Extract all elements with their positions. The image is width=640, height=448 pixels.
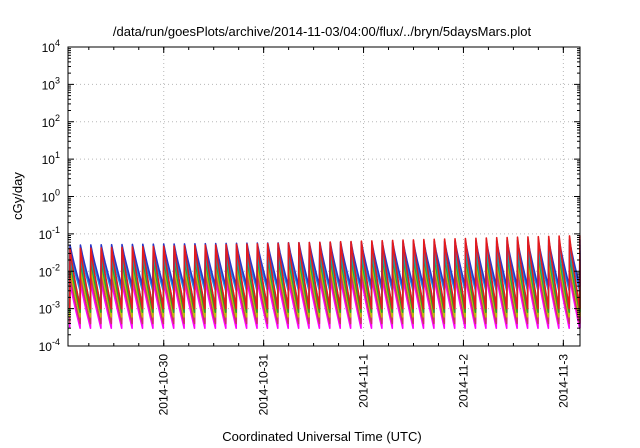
y-tick-label: 103 [42,75,60,92]
series-line [68,267,581,325]
y-tick-label: 102 [42,113,60,130]
y-axis: 10-4 10-3 10-2 10-1 100 101 102 103 104 [39,38,580,354]
x-tick-label: 2014-10-31 [257,354,271,416]
y-tick-label: 104 [42,38,60,55]
y-tick-label: 10-3 [39,300,60,317]
y-tick-label: 10-4 [39,337,60,354]
y-tick-label: 100 [42,188,60,205]
y-axis-label: cGy/day [10,172,25,220]
x-tick-label: 2014-11-2 [456,354,470,408]
series-line [68,274,581,330]
x-tick-label: 2014-10-30 [157,354,171,416]
series-group [68,234,581,330]
x-tick-label: 2014-11-3 [556,354,570,408]
x-tick-label: 2014-11-1 [357,354,371,408]
series-line [68,259,581,318]
x-axis-label: Coordinated Universal Time (UTC) [222,429,421,444]
x-axis: 2014-10-30 2014-10-31 2014-11-1 2014-11-2 20… [88,47,570,416]
y-tick-label: 10-1 [39,225,60,242]
y-tick-label: 101 [42,150,60,167]
chart-title: /data/run/goesPlots/archive/2014-11-03/0… [113,24,532,39]
y-tick-label: 10-2 [39,262,60,279]
series-line [68,234,581,310]
